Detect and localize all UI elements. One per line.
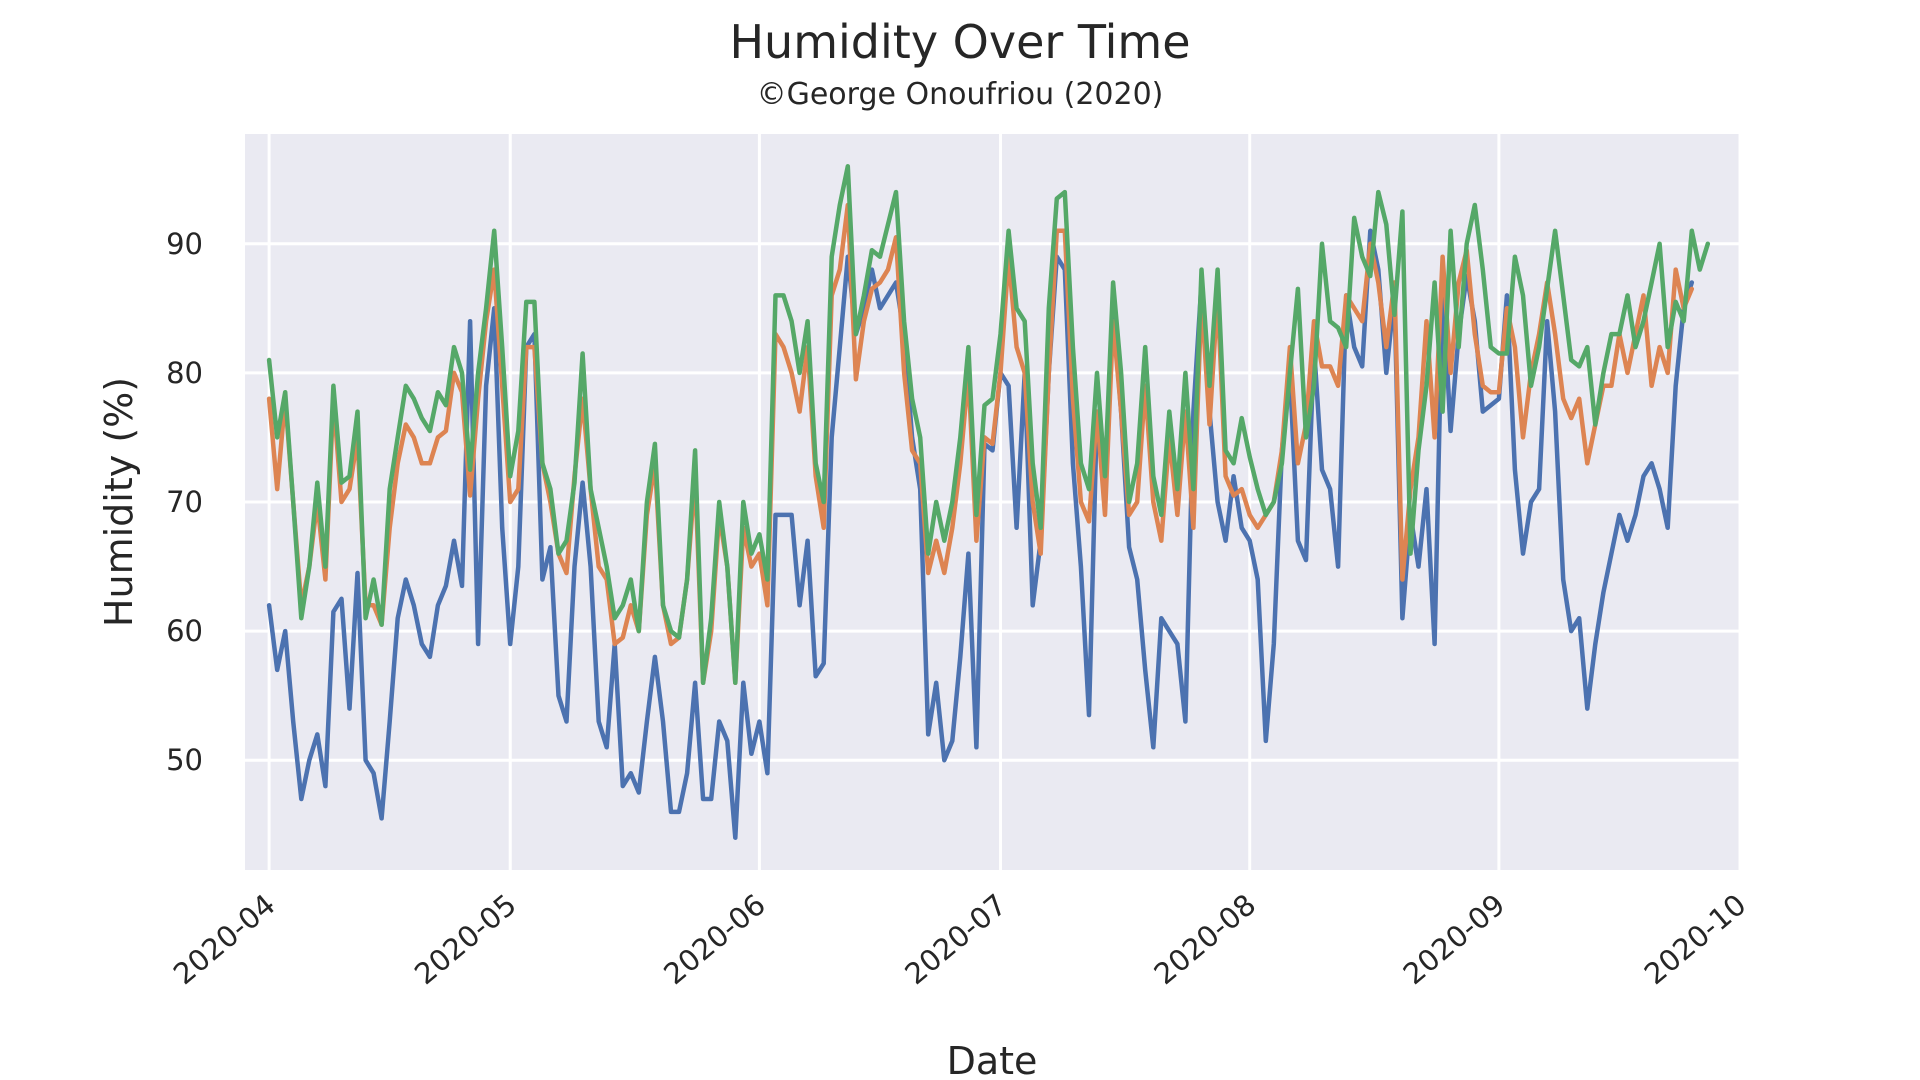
x-tick-label: 2020-07	[898, 887, 1013, 991]
series-group	[266, 164, 1711, 840]
y-tick-label: 80	[166, 356, 203, 390]
y-tick-label: 70	[166, 485, 203, 519]
chart-subtitle: ©George Onoufriou (2020)	[757, 77, 1164, 112]
grid-lines	[245, 134, 1742, 870]
x-tick-label: 2020-09	[1397, 887, 1512, 991]
chart-title: Humidity Over Time	[729, 15, 1190, 69]
x-tick-labels: 2020-04 2020-05 2020-06 2020-07 2020-08 2020-…	[167, 887, 1753, 991]
x-axis-label: Date	[947, 1039, 1038, 1080]
x-tick-label: 2020-04	[167, 887, 282, 991]
y-tick-label: 60	[166, 614, 203, 648]
y-tick-labels: 50 60 70 80 90	[166, 227, 203, 777]
y-tick-label: 90	[166, 227, 203, 261]
y-tick-label: 50	[166, 743, 203, 777]
x-tick-label: 2020-10	[1638, 887, 1753, 991]
x-tick-label: 2020-08	[1148, 887, 1263, 991]
x-tick-label: 2020-06	[657, 887, 772, 991]
series-line-3	[266, 164, 1711, 686]
y-axis-label: Humidity (%)	[97, 377, 141, 627]
x-tick-label: 2020-05	[408, 887, 523, 991]
series-line-1	[266, 228, 1695, 840]
